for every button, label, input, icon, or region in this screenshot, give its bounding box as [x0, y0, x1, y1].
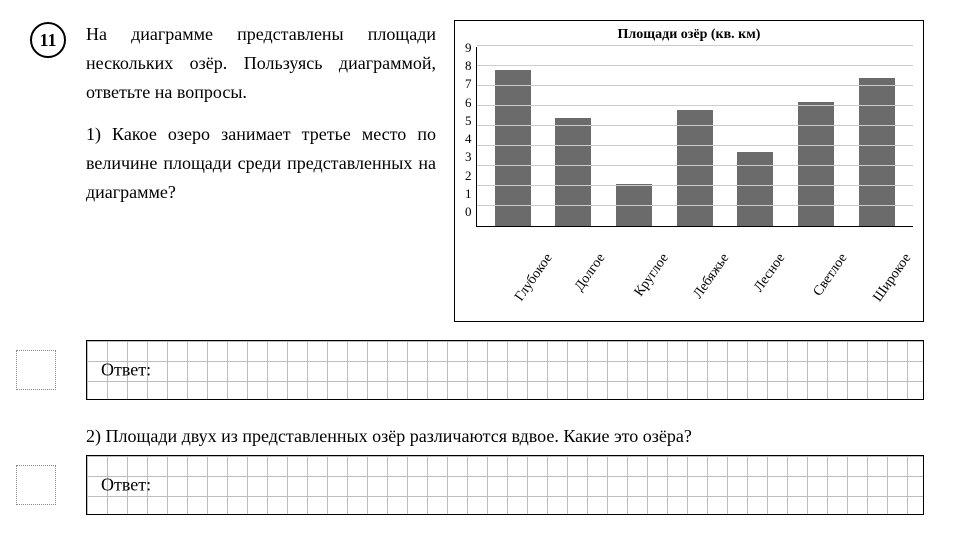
- grid-bg: [87, 341, 923, 399]
- y-tick: 4: [465, 131, 472, 147]
- x-label: Глубокое: [501, 227, 537, 313]
- mark-box: [16, 465, 56, 505]
- gridline: [477, 145, 914, 146]
- bar: [737, 152, 773, 226]
- gridline: [477, 45, 914, 46]
- top-block: На диаграмме представлены площади нескол…: [86, 20, 924, 322]
- y-tick: 3: [465, 149, 472, 165]
- intro-text: На диаграмме представлены площади нескол…: [86, 20, 436, 106]
- chart: Площади озёр (кв. км) 9 8 7 6 5 4 3 2 1 0 Глубоко…: [454, 20, 924, 322]
- task-row: 11 На диаграмме представлены площади нес…: [30, 20, 924, 515]
- content: На диаграмме представлены площади нескол…: [86, 20, 924, 515]
- y-tick: 8: [465, 58, 472, 74]
- x-axis-labels: ГлубокоеДолгоеКруглоеЛебяжьеЛесноеСветло…: [483, 227, 913, 313]
- chart-title: Площади озёр (кв. км): [465, 27, 913, 43]
- question-1: 1) Какое озеро занимает третье место по …: [86, 120, 436, 206]
- question-number: 11: [30, 22, 66, 58]
- y-tick: 0: [465, 204, 472, 220]
- question-2: 2) Площади двух из представленных озёр р…: [86, 426, 924, 447]
- answer-grid-1: Ответ:: [86, 340, 924, 400]
- y-tick: 1: [465, 186, 472, 202]
- bar: [798, 102, 834, 226]
- y-tick: 6: [465, 95, 472, 111]
- bar: [555, 118, 591, 226]
- bar: [495, 70, 531, 226]
- y-tick: 2: [465, 168, 472, 184]
- gridline: [477, 85, 914, 86]
- answer-label: Ответ:: [101, 475, 151, 496]
- y-tick: 5: [465, 113, 472, 129]
- answer-row-1: Ответ:: [16, 340, 924, 400]
- chart-area: 9876543210: [465, 47, 913, 227]
- answer-row-2: Ответ:: [16, 455, 924, 515]
- gridline: [477, 165, 914, 166]
- plot-area: [476, 47, 914, 227]
- answer-grid-2: Ответ:: [86, 455, 924, 515]
- bar: [859, 78, 895, 226]
- bars-container: [477, 47, 914, 226]
- y-axis: 9 8 7 6 5 4 3 2 1 0: [465, 40, 476, 220]
- bar: [677, 110, 713, 226]
- gridline: [477, 185, 914, 186]
- gridline: [477, 105, 914, 106]
- gridline: [477, 205, 914, 206]
- gridline: [477, 65, 914, 66]
- text-block: На диаграмме представлены площади нескол…: [86, 20, 436, 322]
- grid-bg: [87, 456, 923, 514]
- y-tick: 9: [465, 40, 472, 56]
- y-tick: 7: [465, 76, 472, 92]
- gridline: [477, 125, 914, 126]
- mark-box: [16, 350, 56, 390]
- answer-label: Ответ:: [101, 360, 151, 381]
